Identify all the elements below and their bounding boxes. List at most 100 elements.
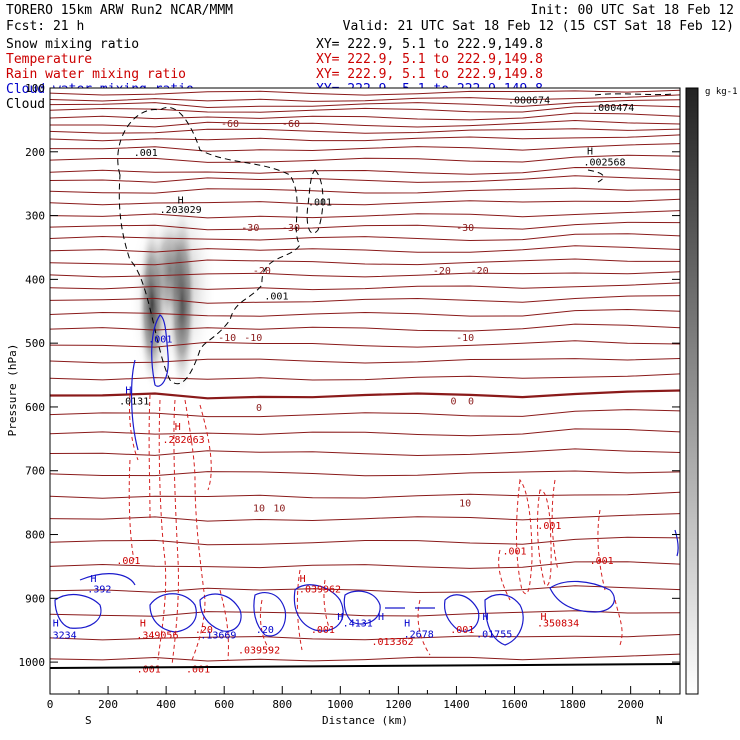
y-tick-label: 700: [25, 465, 45, 478]
y-tick-label: 100: [25, 82, 45, 95]
temperature-isotherm: [50, 245, 680, 253]
temperature-isotherm: [50, 491, 680, 499]
temperature-isotherm: [50, 233, 680, 242]
temperature-isotherm: [50, 409, 680, 418]
contour-annotation: .203029: [160, 205, 202, 216]
contour-annotation: .001: [116, 556, 140, 567]
contour-annotation: H: [140, 619, 146, 630]
contour-annotation: .20: [195, 625, 213, 636]
contour-annotation: .000474: [592, 103, 634, 114]
contour-annotation: H: [300, 574, 306, 585]
temperature-isotherm: [50, 358, 680, 364]
contour-annotation: .0131: [119, 397, 149, 408]
temperature-isotherm: [50, 308, 680, 317]
x-tick-label: 0: [47, 698, 54, 711]
temperature-isotherm: [50, 428, 680, 437]
temperature-label: -60: [282, 119, 300, 130]
contour-annotation: H: [482, 612, 488, 623]
contour-annotation: H: [175, 422, 181, 433]
contour-annotation: .000674: [508, 95, 550, 106]
temperature-label: -10: [456, 333, 474, 344]
temperature-isotherm: [50, 258, 680, 266]
contour-annotation: .350834: [537, 619, 579, 630]
contour-annotation: H: [91, 574, 97, 585]
temperature-isotherm: [50, 610, 680, 617]
contour-annotation: H: [378, 612, 384, 623]
x-tick-label: 600: [214, 698, 234, 711]
x-tick-label: 2000: [617, 698, 644, 711]
y-tick-label: 1000: [19, 656, 46, 669]
temperature-isotherm: [50, 154, 680, 163]
colorbar: g kg-1: [685, 87, 738, 695]
legend-label: Rain water mixing ratio: [6, 67, 186, 82]
temperature-label: -20: [471, 266, 489, 277]
temperature-isotherm: [50, 198, 680, 206]
temperature-label: -30: [456, 223, 474, 234]
temperature-isotherm: [50, 175, 680, 183]
y-tick-label: 400: [25, 273, 45, 286]
temperature-isotherm: [50, 128, 680, 134]
temperature-isotherm: [50, 653, 680, 662]
contour-annotation: H: [53, 619, 59, 630]
temperature-isotherm: [50, 166, 680, 175]
chart-annotations: .001H.203029.001.001.001H.0131H.282063.0…: [50, 95, 634, 675]
header-forecast: Fcst: 21 h: [6, 19, 84, 34]
temperature-label: 0: [468, 397, 474, 408]
temperature-isotherm: [50, 94, 680, 102]
contour-annotation: .013362: [372, 637, 414, 648]
contour-annotation: .2678: [404, 629, 434, 640]
temperature-label: -20: [253, 266, 271, 277]
contour-annotation: .001: [308, 198, 332, 209]
contour-annotation: .001: [311, 625, 335, 636]
contour-annotation: .001: [134, 148, 158, 159]
contour-annotation: .349056: [136, 631, 178, 642]
temperature-label: -60: [221, 119, 239, 130]
temperature-isotherm: [50, 585, 680, 594]
contour-annotation: H: [404, 619, 410, 630]
x-tick-label: 1200: [385, 698, 412, 711]
temperature-contours: -60 -60-30 -30 -30-20 -20 -20-10 -10 -1000 010 10…: [50, 89, 680, 662]
contour-annotation: H: [178, 196, 184, 207]
contour-annotation: H: [541, 612, 547, 623]
x-tick-label: 1400: [443, 698, 470, 711]
temperature-isotherm: [50, 448, 680, 457]
temperature-label: -30: [241, 223, 259, 234]
contour-annotation: .001: [450, 625, 474, 636]
y-tick-label: 200: [25, 146, 45, 159]
header-valid: Valid: 21 UTC Sat 18 Feb 12 (15 CST Sat …: [343, 19, 734, 34]
legend-xy: XY= 222.9, 5.1 to 222.9,149.8: [316, 37, 543, 52]
contour-annotation: .13669: [200, 631, 236, 642]
contour-annotation: .002568: [583, 157, 625, 168]
x-tick-label: 1600: [501, 698, 528, 711]
temperature-isotherm: [50, 119, 680, 128]
temperature-isotherm: [50, 373, 680, 381]
temperature-isotherm: [50, 134, 680, 142]
temperature-label: 10: [459, 499, 471, 510]
temperature-isotherm: [50, 470, 680, 477]
plot-area: -60 -60-30 -30 -30-20 -20 -20-10 -10 -1000 010 10…: [50, 88, 680, 694]
x-axis: 0 200 400 600 800 1000 1200 1400 1600 1800 2000: [47, 686, 661, 711]
temperature-isotherm: [50, 282, 680, 291]
colorbar-unit: g kg-1: [705, 87, 738, 97]
temperature-isotherm: [50, 187, 680, 194]
legend-xy: XY= 222.9, 5.1 to 222.9,149.8: [316, 52, 543, 67]
temperature-isotherm: [50, 89, 680, 96]
x-axis-label: Distance (km): [322, 714, 408, 727]
temperature-isotherm: [50, 389, 680, 400]
contour-annotation: H: [125, 386, 131, 397]
colorbar-ramp: [685, 87, 699, 695]
y-tick-label: 500: [25, 337, 45, 350]
y-tick-label: 600: [25, 401, 45, 414]
x-axis-south-label: S: [85, 714, 92, 727]
contour-annotation: .4131: [343, 619, 373, 630]
contour-annotation: .01755: [476, 629, 512, 640]
temperature-isotherm: [50, 536, 680, 546]
temperature-label: 10: [273, 504, 285, 515]
x-axis-north-label: N: [656, 714, 663, 727]
temperature-isotherm: [50, 221, 680, 231]
temperature-label: -30: [282, 223, 300, 234]
contour-annotation: .001: [186, 664, 210, 675]
x-tick-label: 1800: [559, 698, 586, 711]
temperature-isotherm: [50, 271, 680, 278]
cloud-water-contours: [54, 314, 679, 646]
